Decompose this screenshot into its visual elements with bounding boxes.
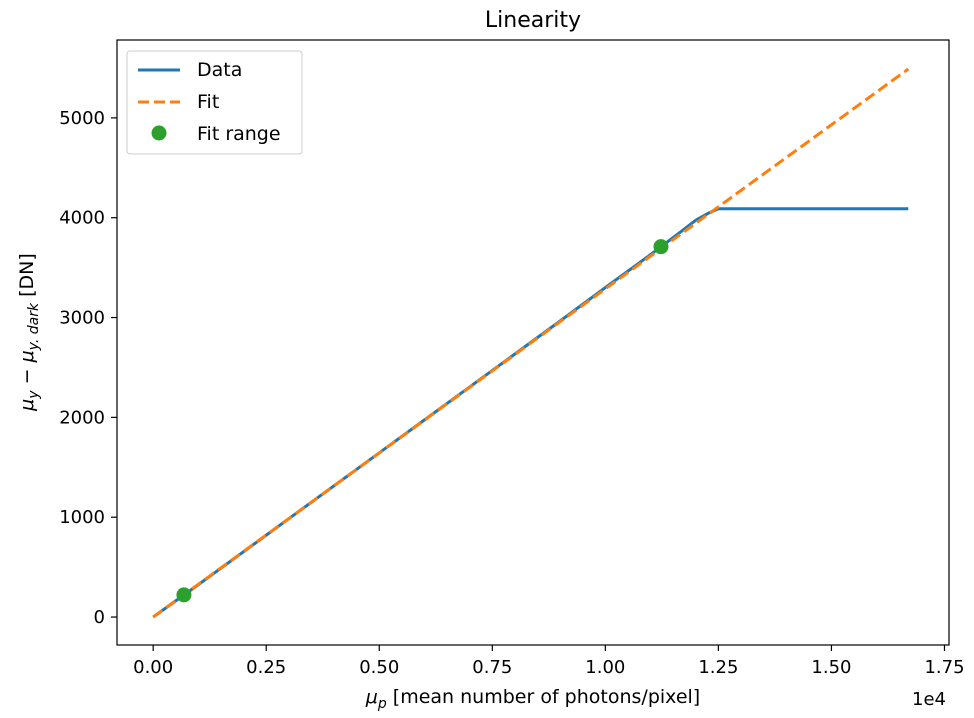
y-axis-label-mid: − μ xyxy=(16,350,38,390)
y-tick-label: 2000 xyxy=(59,407,105,428)
x-axis-label: μp [mean number of photons/pixel] xyxy=(365,686,700,712)
y-tick-label: 5000 xyxy=(59,108,105,129)
legend-box xyxy=(126,50,303,155)
legend-fit-label: Fit xyxy=(197,91,219,113)
y-axis-ticks: 0 1000 2000 3000 4000 5000 xyxy=(59,108,117,628)
y-axis-label-symbol: μ xyxy=(16,399,38,412)
x-tick-label: 1.75 xyxy=(924,657,964,678)
y-axis-label: μy − μy. dark [DN] xyxy=(16,253,42,412)
x-tick-label: 1.50 xyxy=(811,657,851,678)
y-tick-label: 4000 xyxy=(59,208,105,229)
y-axis-label-text: [DN] xyxy=(16,253,38,303)
fit-range-point xyxy=(653,239,669,255)
legend-fit-range-label: Fit range xyxy=(197,123,281,145)
x-tick-label: 0.00 xyxy=(133,657,173,678)
x-axis-label-text: [mean number of photons/pixel] xyxy=(387,686,700,708)
x-axis-ticks: 0.00 0.25 0.50 0.75 1.00 1.25 1.50 1.75 xyxy=(133,645,965,678)
x-tick-label: 1.00 xyxy=(585,657,625,678)
y-tick-label: 0 xyxy=(94,607,105,628)
chart-title: Linearity xyxy=(485,8,581,33)
x-offset-label: 1e4 xyxy=(912,689,946,710)
legend: Data Fit Fit range xyxy=(126,50,303,155)
x-axis-label-sub: p xyxy=(377,696,387,712)
x-tick-label: 0.25 xyxy=(246,657,286,678)
series-layer xyxy=(152,67,910,619)
y-axis-label-sub1: y xyxy=(26,390,42,400)
y-axis-label-sub2: y. dark xyxy=(26,302,42,351)
plot-frame xyxy=(116,39,950,646)
legend-fit-range-swatch xyxy=(151,125,167,141)
x-tick-label: 0.50 xyxy=(359,657,399,678)
data-line xyxy=(152,207,909,619)
plot-area xyxy=(116,39,950,646)
fit-range-point xyxy=(176,587,192,603)
x-tick-label: 1.25 xyxy=(698,657,738,678)
y-tick-label: 1000 xyxy=(59,507,105,528)
legend-data-label: Data xyxy=(197,59,242,81)
fit-line xyxy=(152,67,910,619)
x-axis-label-symbol: μ xyxy=(365,686,378,708)
y-tick-label: 3000 xyxy=(59,308,105,329)
x-tick-label: 0.75 xyxy=(472,657,512,678)
